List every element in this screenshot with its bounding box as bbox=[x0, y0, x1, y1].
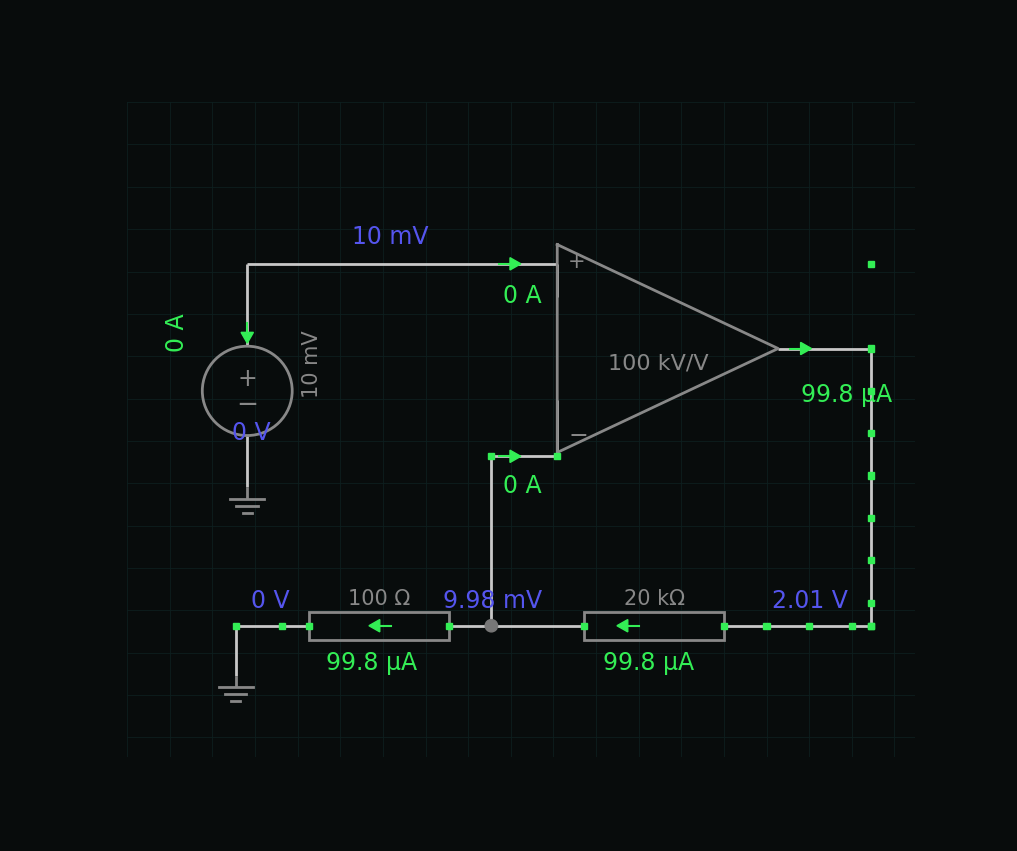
Bar bbox=[869, 623, 875, 629]
Bar bbox=[869, 472, 875, 478]
Bar bbox=[869, 430, 875, 437]
Text: 99.8 μA: 99.8 μA bbox=[801, 383, 893, 407]
Text: 2.01 V: 2.01 V bbox=[772, 589, 848, 613]
Text: 10 mV: 10 mV bbox=[302, 330, 321, 397]
Bar bbox=[309, 612, 448, 640]
Bar bbox=[233, 623, 239, 629]
Text: 0 A: 0 A bbox=[503, 284, 542, 308]
Polygon shape bbox=[800, 342, 812, 355]
Bar bbox=[869, 623, 875, 629]
Text: 0 V: 0 V bbox=[251, 589, 290, 613]
Bar bbox=[869, 388, 875, 394]
Bar bbox=[488, 454, 494, 460]
Bar bbox=[554, 454, 560, 460]
Text: +: + bbox=[569, 252, 586, 271]
Bar bbox=[869, 515, 875, 521]
Bar bbox=[306, 623, 312, 629]
Bar bbox=[848, 623, 855, 629]
Polygon shape bbox=[369, 620, 379, 632]
Bar bbox=[806, 623, 813, 629]
Text: 100 kV/V: 100 kV/V bbox=[608, 354, 708, 374]
Bar bbox=[764, 623, 770, 629]
Text: 0 A: 0 A bbox=[166, 314, 189, 352]
Text: −: − bbox=[569, 424, 588, 448]
Text: 99.8 μA: 99.8 μA bbox=[325, 651, 417, 675]
Bar bbox=[585, 612, 724, 640]
Bar bbox=[869, 557, 875, 563]
Text: +: + bbox=[237, 367, 257, 391]
Text: 0 V: 0 V bbox=[232, 421, 271, 445]
Bar bbox=[869, 260, 875, 267]
Bar bbox=[721, 623, 727, 629]
Bar bbox=[582, 623, 588, 629]
Polygon shape bbox=[510, 450, 521, 462]
Text: 9.98 mV: 9.98 mV bbox=[443, 589, 542, 613]
Bar bbox=[488, 623, 494, 629]
Text: 99.8 μA: 99.8 μA bbox=[603, 651, 695, 675]
Polygon shape bbox=[510, 258, 521, 270]
Bar bbox=[869, 346, 875, 351]
Bar bbox=[279, 623, 285, 629]
Text: −: − bbox=[236, 391, 258, 418]
Polygon shape bbox=[241, 333, 253, 343]
Text: 0 A: 0 A bbox=[503, 473, 542, 498]
Bar bbox=[445, 623, 452, 629]
Circle shape bbox=[485, 620, 497, 632]
Text: 20 kΩ: 20 kΩ bbox=[623, 589, 684, 608]
Bar bbox=[869, 600, 875, 606]
Text: 10 mV: 10 mV bbox=[352, 225, 429, 248]
Text: 100 Ω: 100 Ω bbox=[348, 589, 410, 608]
Polygon shape bbox=[617, 620, 627, 632]
